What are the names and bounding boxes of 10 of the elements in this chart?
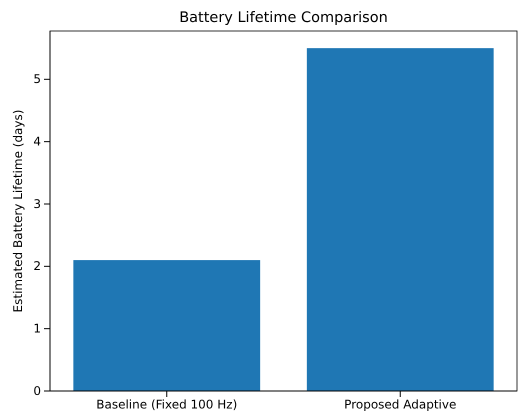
y-axis-title: Estimated Battery Lifetime (days) (11, 110, 25, 312)
y-tick-label: 2 (33, 259, 41, 274)
x-tick-label: Baseline (Fixed 100 Hz) (96, 398, 238, 412)
y-tick-label: 5 (33, 72, 41, 86)
x-tick-label: Proposed Adaptive (344, 398, 456, 412)
y-tick-label: 1 (33, 322, 41, 336)
y-tick-label: 4 (33, 134, 41, 148)
chart-title: Battery Lifetime Comparison (179, 10, 388, 26)
y-tick-label: 0 (33, 384, 41, 398)
y-tick-label: 3 (33, 196, 41, 211)
